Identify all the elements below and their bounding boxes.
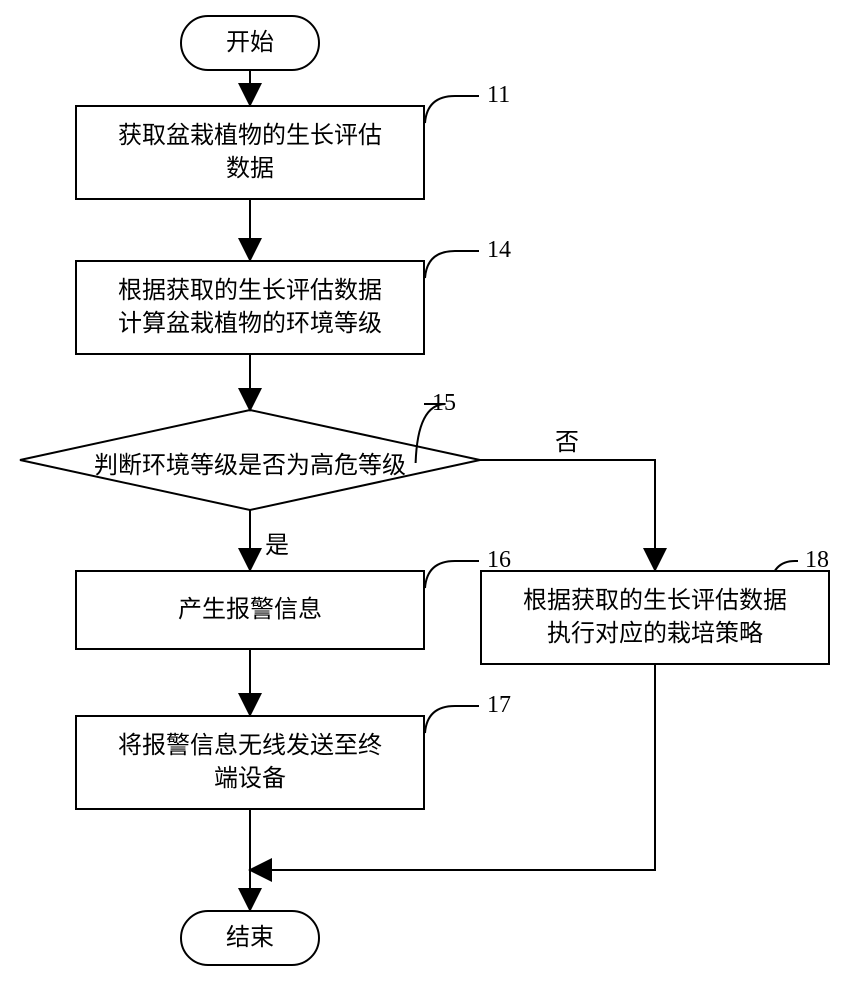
tag-11: 11 [487, 82, 510, 109]
step-18-text: 根据获取的生长评估数据 执行对应的栽培策略 [523, 585, 787, 650]
end-label: 结束 [226, 922, 274, 954]
start-node: 开始 [180, 15, 320, 71]
step-17: 将报警信息无线发送至终 端设备 [75, 715, 425, 810]
tag-18: 18 [805, 547, 829, 574]
decision-15-text: 判断环境等级是否为高危等级 [20, 445, 480, 480]
branch-yes-label: 是 [265, 525, 289, 560]
step-11-text: 获取盆栽植物的生长评估 数据 [118, 120, 382, 185]
tag-17: 17 [487, 692, 511, 719]
step-11: 获取盆栽植物的生长评估 数据 [75, 105, 425, 200]
start-label: 开始 [226, 27, 274, 59]
tag-15: 15 [432, 390, 456, 417]
step-14-text: 根据获取的生长评估数据 计算盆栽植物的环境等级 [118, 275, 382, 340]
end-node: 结束 [180, 910, 320, 966]
step-17-text: 将报警信息无线发送至终 端设备 [118, 730, 382, 795]
branch-no-label: 否 [555, 422, 579, 457]
step-16: 产生报警信息 [75, 570, 425, 650]
tag-14: 14 [487, 237, 511, 264]
tag-16: 16 [487, 547, 511, 574]
step-14: 根据获取的生长评估数据 计算盆栽植物的环境等级 [75, 260, 425, 355]
step-18: 根据获取的生长评估数据 执行对应的栽培策略 [480, 570, 830, 665]
step-16-text: 产生报警信息 [178, 594, 322, 626]
